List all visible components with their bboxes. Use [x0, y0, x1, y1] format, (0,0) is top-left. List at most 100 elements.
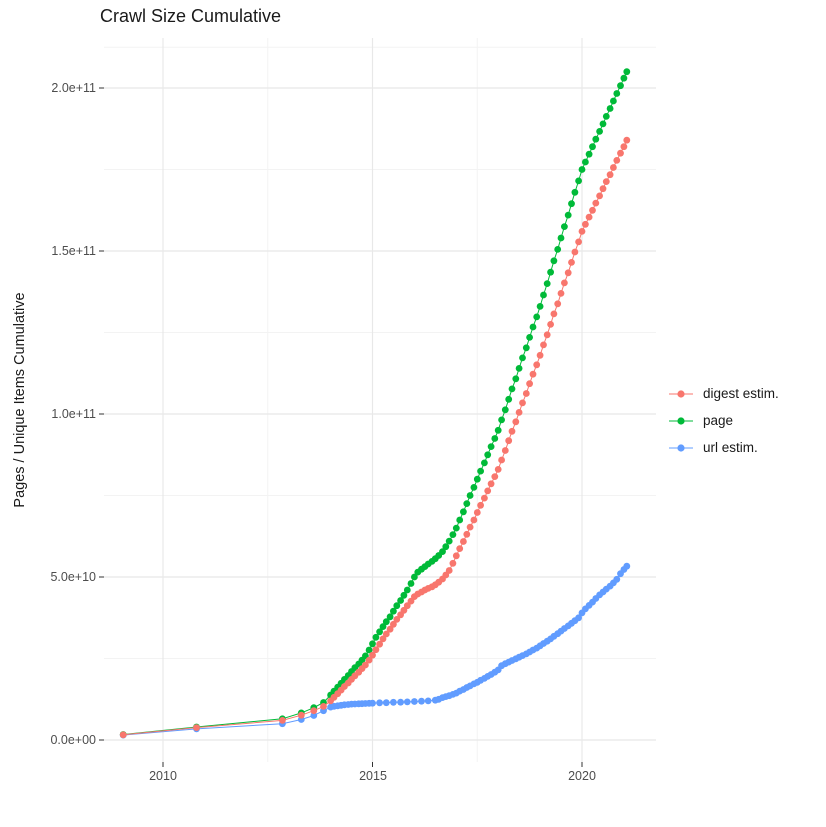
data-point: [547, 268, 554, 276]
data-point: [466, 492, 474, 499]
data-point: [533, 361, 541, 369]
data-point: [613, 575, 621, 583]
data-point: [512, 418, 520, 426]
data-point: [310, 707, 318, 715]
data-point: [481, 459, 488, 467]
data-point: [418, 697, 425, 705]
data-point: [613, 90, 621, 97]
data-point: [365, 646, 373, 654]
data-point: [460, 538, 467, 545]
data-point: [393, 602, 401, 610]
data-point: [362, 661, 369, 669]
data-point: [279, 717, 286, 724]
data-point: [119, 731, 127, 739]
data-point: [466, 523, 474, 531]
data-point: [449, 531, 457, 538]
data-point: [407, 580, 415, 587]
data-point: [382, 630, 390, 638]
data-point: [592, 199, 600, 207]
data-point: [526, 334, 533, 341]
data-point: [602, 178, 610, 186]
data-point: [508, 427, 516, 435]
data-point: [515, 409, 523, 416]
data-point: [529, 370, 537, 378]
data-point: [484, 487, 492, 495]
data-point: [602, 113, 610, 120]
y-axis-title: Pages / Unique Items Cumulative: [12, 292, 28, 508]
y-tick-label-5e10: 5.0e+10: [50, 570, 96, 584]
data-point: [536, 303, 544, 310]
x-tick-label-2010: 2010: [149, 769, 177, 783]
data-point: [529, 323, 537, 331]
data-point: [606, 105, 614, 112]
data-point: [463, 530, 471, 538]
data-point: [400, 591, 408, 599]
data-point: [473, 475, 481, 483]
data-point: [505, 395, 513, 403]
data-point: [320, 703, 327, 710]
data-point: [501, 406, 509, 414]
data-point: [403, 602, 411, 610]
data-point: [568, 200, 575, 208]
legend-entry-url-estim: url estim.: [668, 434, 779, 461]
y-tick-label-0: 0.0e+00: [50, 733, 96, 747]
data-point: [470, 484, 478, 491]
data-point: [491, 473, 499, 480]
data-point: [620, 74, 628, 82]
data-point: [501, 447, 509, 454]
data-point: [445, 537, 453, 545]
data-point: [470, 516, 478, 524]
y-tick-label-1.5e11: 1.5e+11: [51, 244, 96, 258]
data-point: [411, 573, 418, 581]
data-point: [382, 618, 390, 626]
data-point: [536, 351, 544, 359]
data-point: [445, 567, 453, 574]
data-point: [571, 248, 579, 256]
data-point: [424, 697, 432, 705]
data-point: [550, 310, 558, 318]
data-point: [310, 712, 318, 719]
data-point: [540, 341, 547, 349]
data-point: [498, 416, 505, 424]
data-point: [456, 545, 464, 552]
data-point: [582, 220, 589, 228]
data-point: [456, 516, 464, 524]
data-point: [390, 620, 397, 628]
data-point: [599, 120, 607, 128]
data-point: [386, 625, 394, 633]
data-point: [610, 97, 617, 105]
data-point: [540, 291, 547, 299]
data-point: [494, 426, 502, 434]
data-point: [543, 331, 551, 339]
data-point: [554, 300, 562, 308]
data-point: [564, 269, 572, 277]
data-point: [508, 385, 516, 393]
data-point: [606, 171, 614, 179]
data-point: [519, 399, 526, 407]
data-point: [557, 234, 565, 242]
y-tick-label-2e11: 2.0e+11: [51, 81, 96, 95]
data-point: [460, 508, 467, 516]
data-point: [623, 136, 631, 144]
data-point: [596, 127, 603, 135]
data-point: [481, 494, 488, 502]
data-point: [578, 228, 586, 235]
data-point: [557, 290, 565, 297]
data-point: [582, 158, 589, 166]
data-point: [390, 607, 397, 615]
data-point: [403, 586, 411, 594]
data-point: [623, 562, 631, 570]
data-point: [449, 559, 457, 567]
data-point: [620, 143, 628, 151]
data-point: [487, 480, 495, 488]
data-point: [585, 150, 593, 158]
data-point: [526, 380, 533, 388]
data-point: [617, 149, 624, 157]
data-point: [193, 724, 200, 731]
data-point: [575, 177, 582, 185]
data-point: [533, 313, 541, 321]
data-point: [575, 614, 582, 622]
data-point: [494, 466, 502, 473]
data-point: [613, 157, 621, 164]
